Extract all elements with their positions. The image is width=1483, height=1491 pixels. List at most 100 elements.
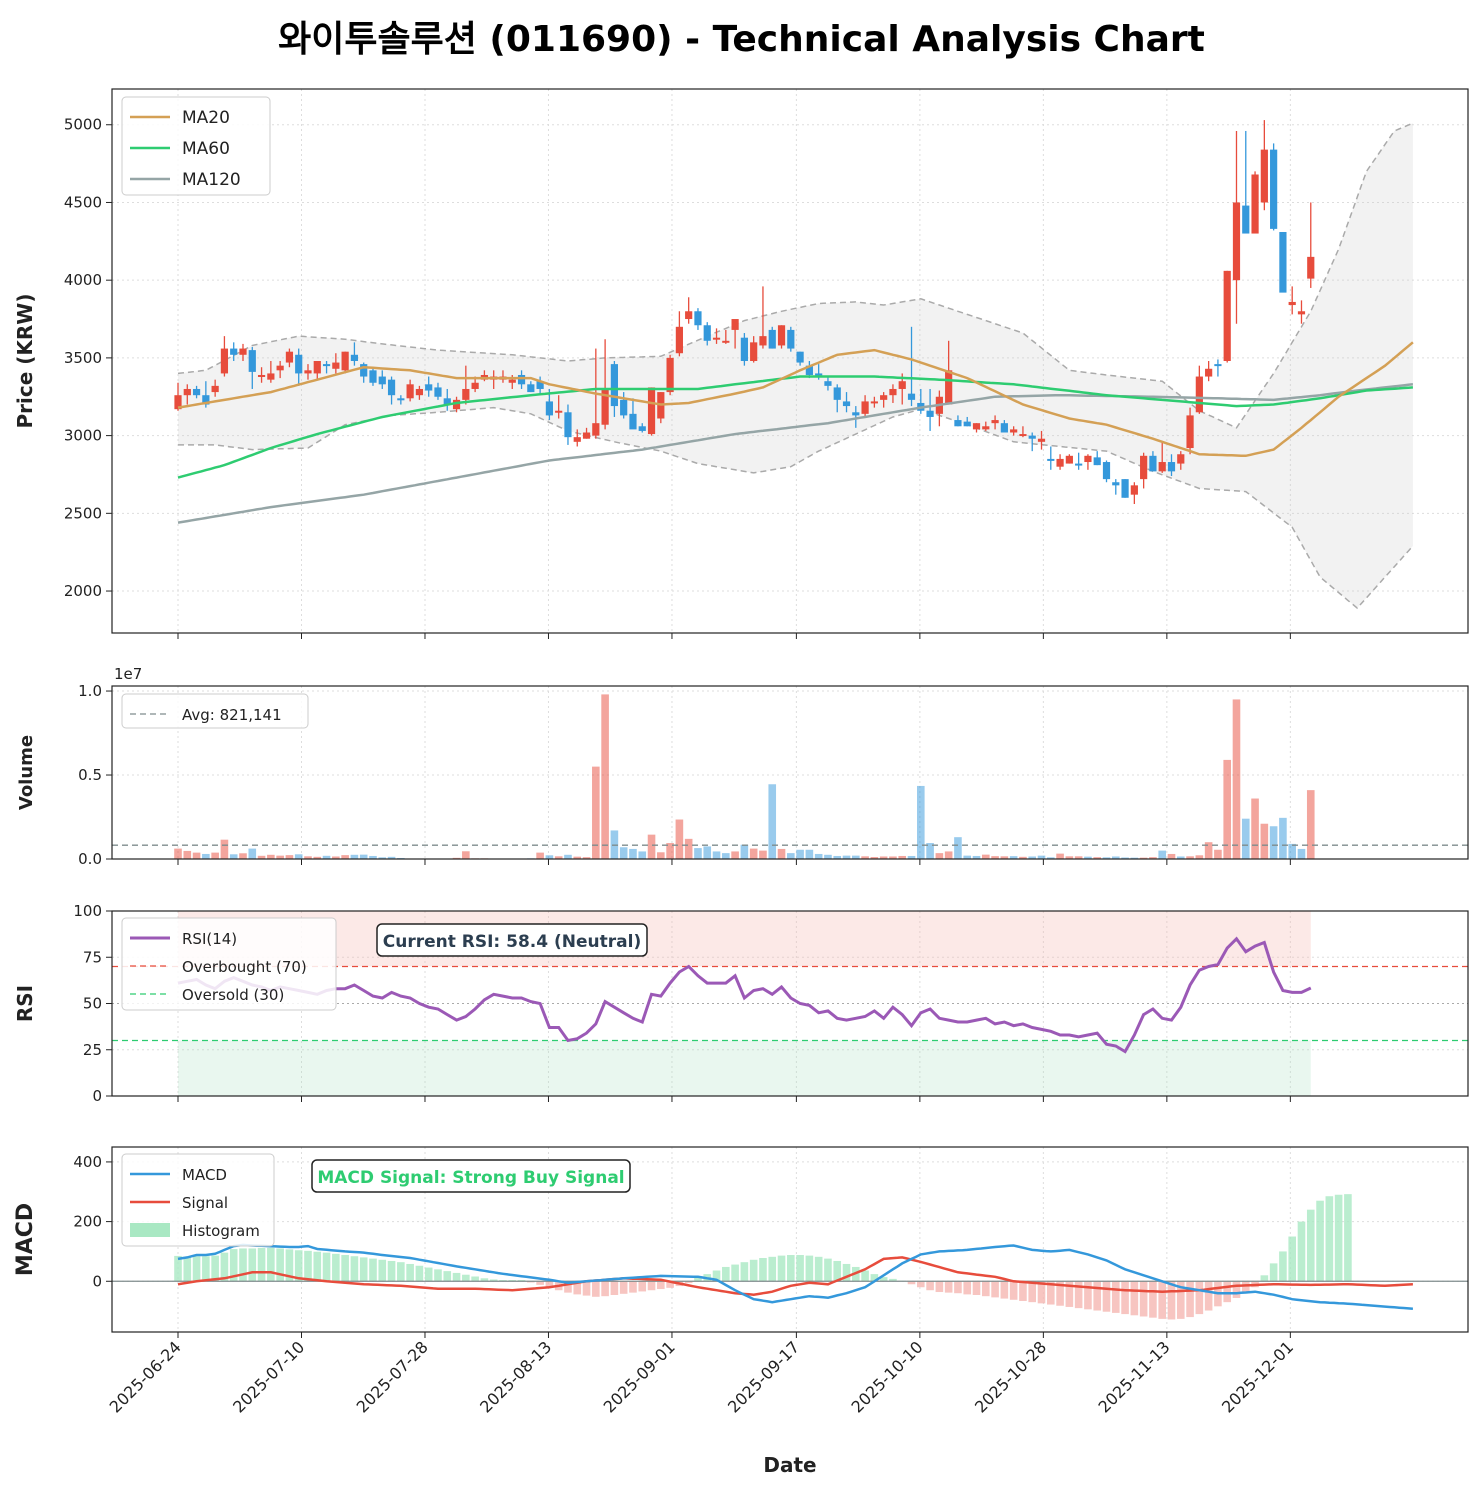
macd-histogram-bar [1195,1281,1204,1315]
macd-histogram-bar [294,1250,303,1282]
x-tick-label: 2025-08-13 [476,1337,555,1416]
candle-body [1112,482,1120,486]
volume-bar [1093,857,1102,859]
candle-body [527,384,535,393]
volume-bar [341,855,349,859]
candle-body [824,381,832,386]
macd-histogram-bar [1121,1281,1129,1315]
macd-histogram-bar [684,1281,693,1284]
volume-bar [675,819,684,859]
volume-bar [768,784,777,859]
volume-bar [1074,856,1083,859]
volume-bar [1084,856,1092,859]
candle-body [1205,368,1213,377]
volume-bar [1297,848,1306,859]
candle-body [462,388,470,400]
macd-histogram-bar [1000,1281,1009,1299]
candle-body [610,364,618,407]
macd-histogram-bar [1186,1281,1194,1318]
macd-histogram-bar [1056,1281,1064,1306]
rsi-ylabel: RSI [13,985,37,1022]
macd-annotation-box [311,1159,631,1193]
macd-histogram-bar [601,1281,609,1297]
price-ytick-label: 4500 [64,193,102,211]
candle-body [991,420,999,424]
volume-bar [1139,857,1148,859]
candle-body [592,423,600,436]
volume-bar [1306,790,1315,859]
price-ytick-label: 5000 [64,116,102,134]
volume-bar [972,855,981,859]
volume-ytick-label: 0.5 [78,766,102,784]
macd-ytick-label: 200 [73,1213,102,1231]
macd-histogram-bar [991,1281,999,1298]
macd-histogram-bar [1074,1281,1083,1309]
candle-body [555,410,563,413]
macd-histogram-bar [1084,1281,1092,1310]
candle-body [750,342,758,361]
volume-bar [601,694,609,859]
volume-bar [647,834,656,859]
volume-bar [183,850,192,859]
macd-histogram-bar [1167,1281,1176,1320]
volume-bar [1065,856,1074,859]
macd-histogram-bar [1306,1209,1315,1282]
x-axis-label: Date [763,1453,816,1477]
candle-body [397,398,405,401]
candle-body [1028,435,1036,439]
rsi-ytick-label: 0 [92,1087,102,1105]
price-panel-bg [112,89,1468,633]
macd-histogram-bar [1065,1281,1074,1307]
candle-body [1140,455,1148,480]
macd-histogram-bar [434,1269,442,1282]
price-ytick-label: 3500 [64,349,102,367]
macd-histogram-bar [564,1281,572,1293]
candle-body [1186,415,1194,449]
macd-ylabel: MACD [13,1203,38,1276]
price-ytick-label: 3000 [64,427,102,445]
macd-histogram-bar [1009,1281,1018,1300]
candle-body [1195,376,1203,413]
ma20-line [177,341,1414,458]
volume-bar [322,855,331,859]
macd-legend-label: Signal [182,1194,228,1212]
candle-body [620,399,628,416]
macd-histogram-bar [378,1259,387,1282]
macd-histogram-bar [1223,1281,1232,1303]
candle-body [833,387,841,400]
candle-body [1047,458,1055,461]
x-tick-label: 2025-11-13 [1094,1337,1173,1416]
candle-body [425,384,433,391]
macd-histogram-bar [1111,1281,1120,1313]
candle-body [685,311,693,320]
volume-bar [1176,856,1185,859]
volume-bar [239,853,247,859]
volume-bar [852,855,860,859]
volume-bar [814,853,823,859]
candle-body [545,401,553,416]
bollinger-band-fill [178,123,1413,609]
candle-body [1056,458,1064,467]
volume-bar [619,847,628,859]
volume-bar [1028,856,1037,859]
volume-bar [870,856,879,859]
macd-histogram-bar [369,1258,377,1282]
macd-histogram-bar [387,1260,396,1282]
macd-histogram-bar [1297,1221,1306,1282]
candle-body [1214,364,1222,367]
volume-bar [796,849,804,859]
x-tick-label: 2025-07-10 [229,1337,308,1416]
volume-bar [657,852,665,859]
candle-body [573,437,581,442]
macd-histogram-bar [954,1281,962,1294]
candle-body [870,401,878,404]
volume-bar [248,848,257,859]
macd-histogram-bar [1334,1194,1343,1282]
candle-body [415,388,424,396]
candle-body [945,370,953,405]
candle-body [926,410,934,417]
macd-histogram-bar [276,1248,284,1282]
candle-body [722,340,730,343]
volume-bar [1167,853,1176,859]
candle-body [907,393,916,400]
